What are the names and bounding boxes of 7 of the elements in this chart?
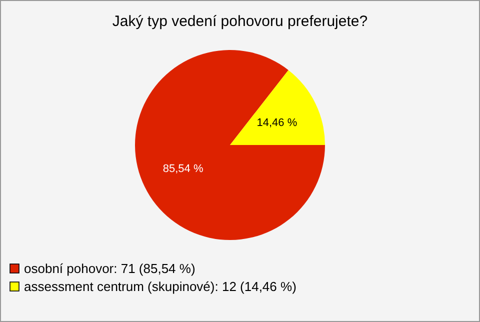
pie-slice — [135, 50, 325, 240]
data-label: 14,46 % — [256, 117, 298, 130]
pie-slice — [230, 70, 325, 145]
data-label: 85,54 % — [162, 162, 204, 175]
legend-label: osobní pohovor: 71 (85,54 %) — [24, 261, 196, 276]
legend-label: assessment centrum (skupinové): 12 (14,46 %) — [24, 279, 296, 294]
chart-title: Jaký typ vedení pohovoru preferujete? — [112, 13, 368, 30]
